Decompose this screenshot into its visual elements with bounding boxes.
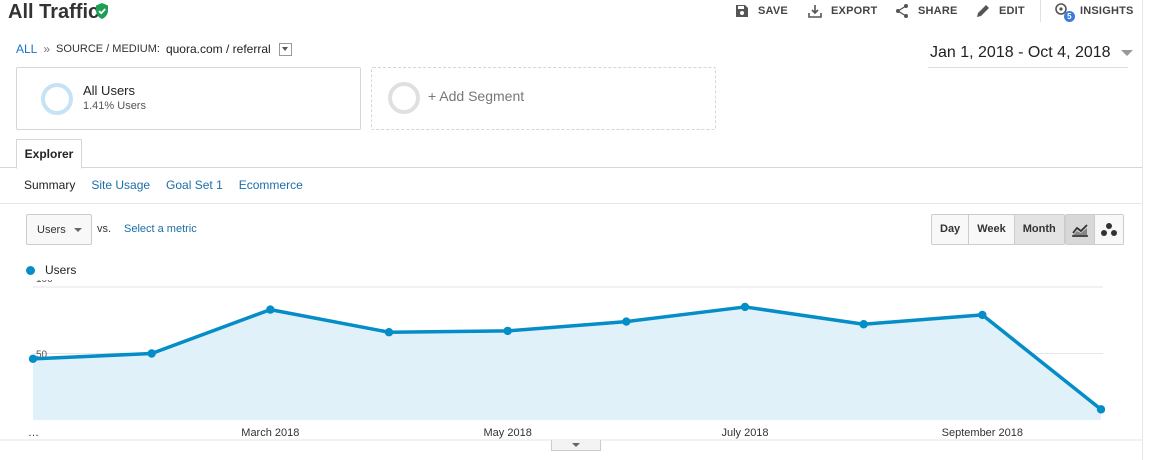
metric-dropdown[interactable]: Users	[26, 214, 92, 245]
period-month-button[interactable]: Month	[1014, 215, 1064, 244]
empty-segment-ring-icon	[388, 82, 420, 114]
vs-label: vs.	[97, 223, 112, 235]
y-tick-label: 100	[36, 280, 53, 285]
share-label: SHARE	[918, 5, 958, 17]
chevron-down-icon	[74, 228, 82, 232]
insights-icon-wrap: 5	[1054, 2, 1075, 22]
edit-button[interactable]: EDIT	[975, 1, 1025, 21]
save-label: SAVE	[758, 5, 788, 17]
breadcrumb: ALL » SOURCE / MEDIUM: quora.com / refer…	[16, 42, 292, 56]
select-metric-link[interactable]: Select a metric	[124, 223, 197, 235]
data-point	[503, 326, 512, 336]
save-icon	[736, 5, 748, 17]
insights-count-badge: 5	[1064, 11, 1075, 22]
period-toggle: Day Week Month	[931, 214, 1065, 245]
breadcrumb-all-link[interactable]: ALL	[16, 42, 38, 56]
subnav-summary[interactable]: Summary	[24, 178, 76, 192]
save-button[interactable]: SAVE	[734, 1, 788, 21]
breadcrumb-dropdown-button[interactable]	[278, 42, 292, 56]
tab-underline	[0, 167, 1142, 168]
data-point	[978, 310, 987, 320]
subnav-ecommerce[interactable]: Ecommerce	[238, 178, 303, 192]
segment-name: All Users	[83, 83, 136, 98]
data-point	[266, 305, 275, 314]
x-tick-label: …	[28, 427, 39, 439]
export-button[interactable]: EXPORT	[807, 1, 877, 21]
users-series-line	[32, 305, 1103, 411]
data-point	[1096, 405, 1106, 414]
x-tick-label: March 2018	[241, 427, 299, 439]
segment-ring-icon	[41, 83, 73, 115]
pencil-icon	[977, 5, 989, 17]
expand-chart-handle[interactable]	[551, 440, 601, 451]
share-icon	[896, 4, 908, 18]
add-segment-button[interactable]: + Add Segment	[371, 67, 716, 130]
subnav-goal-set-1[interactable]: Goal Set 1	[166, 178, 223, 192]
breadcrumb-separator: »	[43, 42, 51, 56]
edit-label: EDIT	[999, 5, 1025, 17]
export-label: EXPORT	[831, 5, 878, 17]
content-right-border	[1142, 0, 1143, 460]
insights-icon	[1055, 3, 1067, 15]
x-tick-label: September 2018	[942, 427, 1023, 439]
tab-explorer[interactable]: Explorer	[16, 139, 82, 169]
x-tick-label: May 2018	[484, 427, 532, 439]
data-point	[859, 320, 868, 329]
bubble-chart-icon	[1101, 222, 1117, 236]
chart-type-toggle	[1065, 214, 1124, 245]
chart-legend: Users	[26, 263, 76, 277]
users-area-fill	[33, 306, 1101, 420]
segment-all-users[interactable]: All Users 1.41% Users	[16, 67, 361, 130]
period-day-button[interactable]: Day	[932, 215, 970, 244]
period-week-button[interactable]: Week	[969, 215, 1015, 244]
date-range-label: Jan 1, 2018 - Oct 4, 2018	[930, 44, 1111, 61]
legend-swatch	[26, 265, 35, 275]
subnav-divider	[0, 203, 1142, 204]
y-tick-label: 50	[36, 350, 48, 361]
x-tick-label: July 2018	[721, 427, 768, 439]
verified-shield-icon	[96, 3, 108, 19]
line-chart-button[interactable]	[1066, 215, 1095, 244]
export-icon	[808, 5, 822, 18]
segment-percentage: 1.41% Users	[83, 100, 146, 112]
data-point	[384, 328, 394, 337]
toolbar-divider	[1040, 0, 1041, 22]
data-point	[622, 317, 631, 326]
insights-button[interactable]: 5 INSIGHTS	[1054, 1, 1134, 22]
chevron-down-icon	[1120, 50, 1133, 56]
page-title: All Traffic	[8, 1, 100, 23]
insights-label: INSIGHTS	[1080, 5, 1134, 17]
report-toolbar: SAVE EXPORT SHARE EDIT 5 INSIGHTS	[0, 0, 1142, 22]
share-button[interactable]: SHARE	[894, 1, 958, 21]
users-area-chart: 50 100 … March 2018 May 2018 July 2018 Septemb…	[0, 280, 1142, 441]
motion-chart-button[interactable]	[1095, 215, 1123, 244]
metric-dropdown-value: Users	[37, 224, 66, 236]
breadcrumb-value: quora.com / referral	[165, 42, 271, 56]
add-segment-label: + Add Segment	[428, 88, 525, 104]
data-point	[147, 349, 156, 358]
subnav-site-usage[interactable]: Site Usage	[91, 178, 151, 192]
line-chart-icon	[1072, 223, 1088, 237]
legend-series-name: Users	[45, 263, 77, 277]
date-range-picker[interactable]: Jan 1, 2018 - Oct 4, 2018	[930, 44, 1133, 62]
date-range-underline	[928, 67, 1128, 68]
explorer-subnav: Summary Site Usage Goal Set 1 Ecommerce	[24, 178, 303, 192]
data-point	[740, 302, 750, 312]
data-point	[28, 354, 38, 364]
breadcrumb-dimension: SOURCE / MEDIUM:	[56, 43, 160, 55]
